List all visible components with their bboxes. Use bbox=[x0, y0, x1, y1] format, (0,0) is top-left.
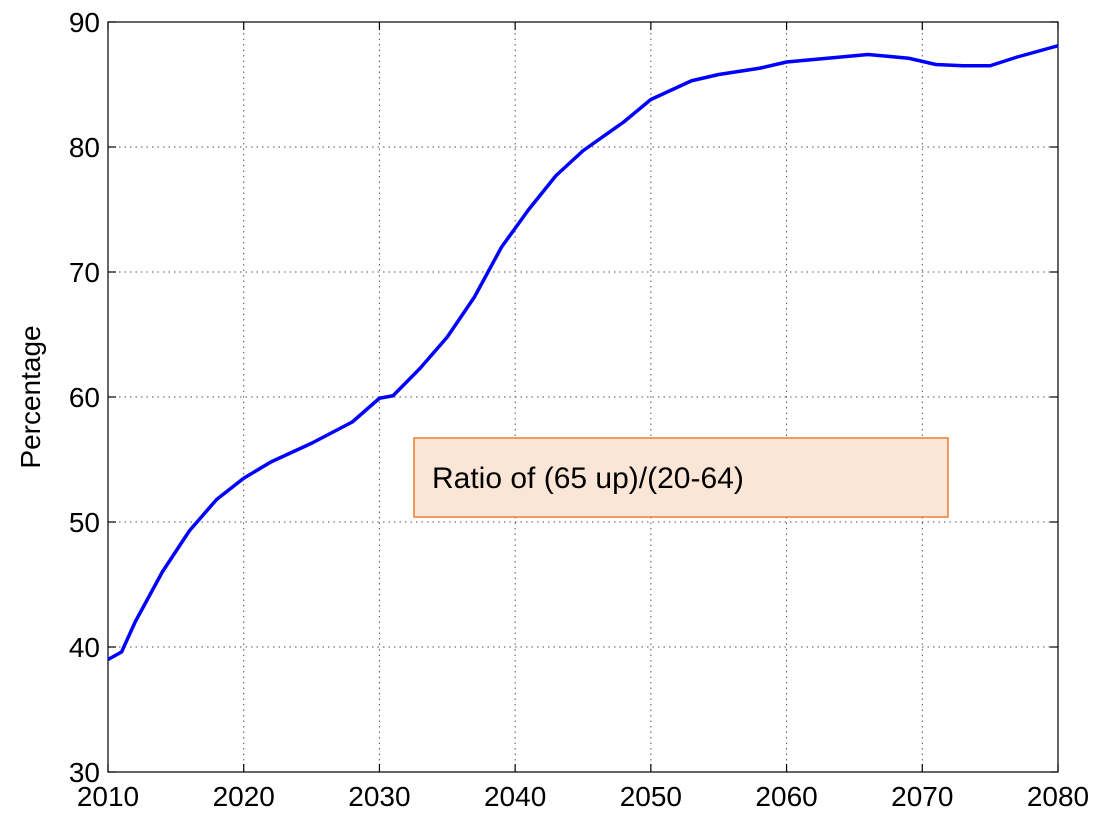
y-tick-label: 40 bbox=[69, 632, 100, 663]
x-tick-label: 2080 bbox=[1027, 781, 1089, 812]
plot-frame bbox=[107, 21, 1059, 773]
x-tick-label: 2040 bbox=[484, 781, 546, 812]
y-tick-label: 30 bbox=[69, 757, 100, 788]
line bbox=[107, 44, 1059, 662]
x-tick-label: 2050 bbox=[620, 781, 682, 812]
y-tick-label: 80 bbox=[69, 132, 100, 163]
y-tick-label: 70 bbox=[69, 257, 100, 288]
x-tick-label: 2070 bbox=[891, 781, 953, 812]
y-tick-label: 90 bbox=[69, 7, 100, 38]
y-tick-label: 60 bbox=[69, 382, 100, 413]
x-tick-label: 2020 bbox=[213, 781, 275, 812]
x-tick-label: 2060 bbox=[755, 781, 817, 812]
annotation-box bbox=[413, 437, 949, 518]
y-axis-label: Percentage bbox=[15, 325, 46, 468]
annotation: Ratio of (65 up)/(20-64) bbox=[432, 462, 744, 495]
x-tick-label: 2010 bbox=[77, 781, 139, 812]
y-tick-label: 50 bbox=[69, 507, 100, 538]
x-tick-label: 2030 bbox=[348, 781, 410, 812]
